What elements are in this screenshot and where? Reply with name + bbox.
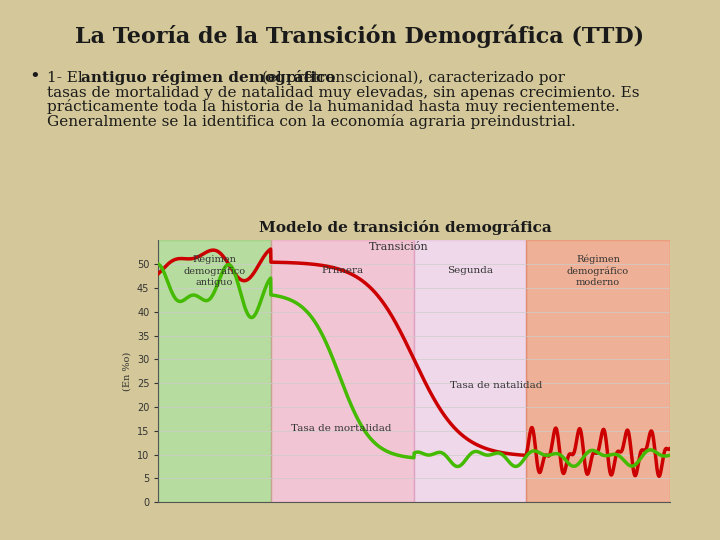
Text: Segunda: Segunda [447, 267, 493, 275]
Text: prácticamente toda la historia de la humanidad hasta muy recientemente.: prácticamente toda la historia de la hum… [47, 99, 619, 114]
Text: (el pretranscicional), caracterizado por: (el pretranscicional), caracterizado por [257, 71, 565, 85]
Bar [526, 240, 670, 502]
Bar [271, 240, 414, 502]
Y-axis label: (En %o): (En %o) [122, 352, 131, 391]
Text: Transición: Transición [369, 242, 428, 252]
Text: 1- El: 1- El [47, 71, 87, 85]
Text: Generalmente se la identifica con la economía agraria preindustrial.: Generalmente se la identifica con la eco… [47, 114, 575, 129]
Text: Tasa de natalidad: Tasa de natalidad [450, 381, 542, 390]
Text: Modelo de transición demográfica: Modelo de transición demográfica [258, 220, 552, 235]
Text: Régimen
demográfico
antiguo: Régimen demográfico antiguo [184, 254, 246, 287]
Bar [158, 240, 271, 502]
Text: tasas de mortalidad y de natalidad muy elevadas, sin apenas crecimiento. Es: tasas de mortalidad y de natalidad muy e… [47, 86, 639, 100]
Text: Primera: Primera [321, 267, 364, 275]
Bar [414, 240, 526, 502]
Text: La Teoría de la Transición Demográfica (TTD): La Teoría de la Transición Demográfica (… [76, 24, 644, 48]
Text: Régimen
demográfico
moderno: Régimen demográfico moderno [567, 254, 629, 287]
Text: Tasa de mortalidad: Tasa de mortalidad [292, 424, 392, 433]
Text: •: • [29, 68, 40, 86]
Text: antiguo régimen demográfico: antiguo régimen demográfico [81, 70, 336, 85]
